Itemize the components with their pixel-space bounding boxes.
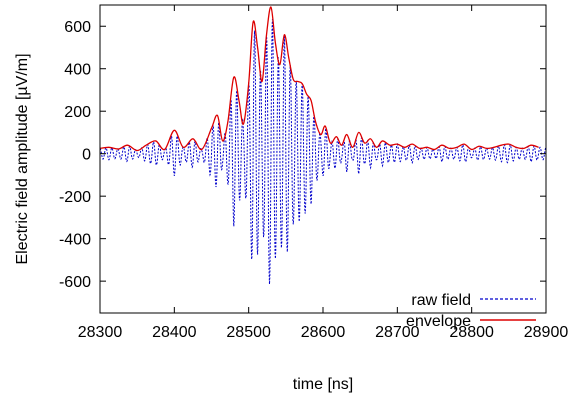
ticks-layer: 28300 28400 28500 28600 28700 28800 28900 600 40…: [59, 5, 568, 341]
y-tick-label: 600: [64, 19, 91, 36]
x-tick-label: 28400: [152, 324, 197, 341]
legend: raw field envelope: [406, 292, 536, 330]
series-layer: [100, 6, 546, 285]
y-tick-label: 200: [64, 104, 91, 121]
x-tick-label: 28300: [78, 324, 123, 341]
series-line-envelope: [100, 6, 539, 152]
y-tick-label: 400: [64, 62, 91, 79]
legend-label-envelope: envelope: [406, 313, 471, 330]
x-tick-label: 28700: [375, 324, 420, 341]
y-tick-label: -600: [59, 274, 91, 291]
series-line-raw-field: [100, 19, 546, 285]
x-axis-label: time [ns]: [293, 376, 353, 393]
y-axis-label: Electric field amplitude [µV/m]: [14, 53, 31, 264]
x-tick-label: 28500: [226, 324, 271, 341]
x-tick-label: 28600: [301, 324, 346, 341]
y-tick-label: -200: [59, 189, 91, 206]
legend-label-raw-field: raw field: [411, 292, 471, 309]
x-tick-label: 28800: [449, 324, 494, 341]
y-tick-label: -400: [59, 232, 91, 249]
x-tick-label: 28900: [524, 324, 569, 341]
y-tick-label: 0: [82, 147, 91, 164]
